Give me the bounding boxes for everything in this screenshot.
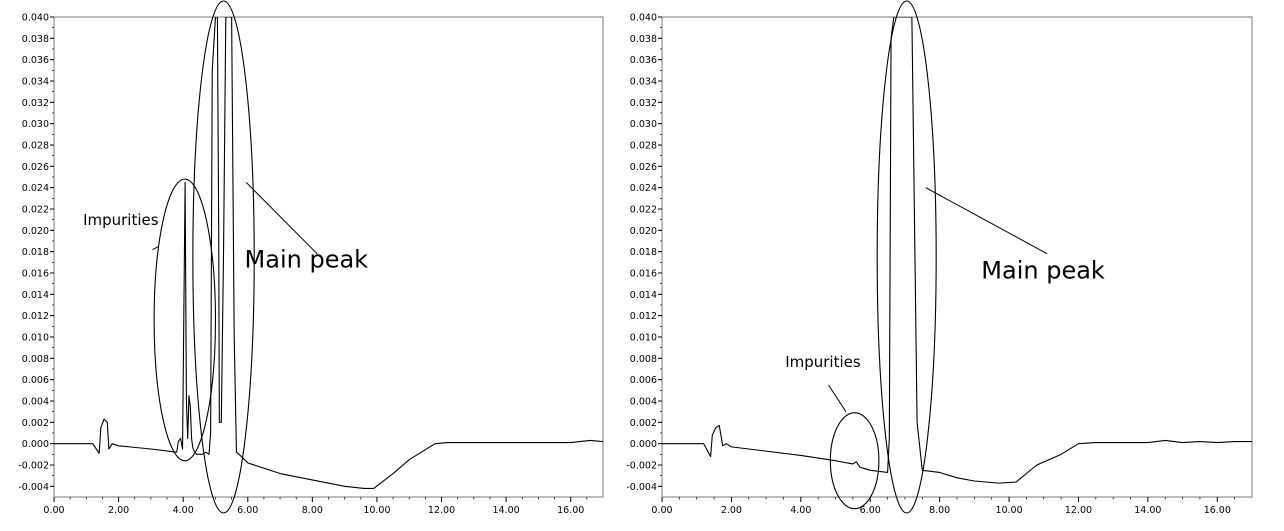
main-peak-label: Main peak bbox=[245, 246, 369, 274]
chart-panel-1: -0.004 -0.002 0.000 0.002 0.004 0.006 0.008 0.0… bbox=[18, 0, 604, 516]
plot-frame bbox=[661, 16, 1253, 498]
y-tick-label: 0.002 bbox=[22, 418, 49, 429]
x-tick-label: 16.00 bbox=[1204, 505, 1231, 516]
x-tick-label: 10.00 bbox=[363, 505, 390, 516]
main-peak-leader-line bbox=[925, 187, 1048, 255]
impurities-label: Impurities bbox=[83, 211, 159, 229]
y-tick-label: 0.010 bbox=[22, 333, 49, 344]
impurities-leader-line bbox=[828, 384, 847, 412]
y-tick-label: 0.018 bbox=[22, 247, 49, 258]
y-tick-label: 0.012 bbox=[630, 311, 657, 322]
main-peak-leader-line bbox=[245, 181, 318, 255]
y-tick-label: 0.024 bbox=[22, 183, 49, 194]
y-tick-label: 0.028 bbox=[22, 141, 49, 152]
y-tick-label: 0.028 bbox=[630, 141, 657, 152]
y-tick-label: 0.008 bbox=[630, 354, 657, 365]
y-tick-label: 0.020 bbox=[630, 226, 657, 237]
y-tick-label: 0.032 bbox=[22, 98, 49, 109]
y-tick-label: -0.002 bbox=[18, 461, 49, 472]
y-tick-label: 0.024 bbox=[630, 183, 657, 194]
y-tick-label: -0.004 bbox=[626, 482, 657, 493]
y-tick-label: 0.022 bbox=[630, 205, 657, 216]
y-tick-label: -0.004 bbox=[18, 482, 49, 493]
x-tick-label: 6.00 bbox=[860, 505, 881, 516]
y-tick-label: 0.008 bbox=[22, 354, 49, 365]
main-peak-label: Main peak bbox=[981, 256, 1105, 284]
y-tick-label: 0.038 bbox=[630, 34, 657, 45]
y-tick-label: 0.016 bbox=[22, 269, 49, 280]
x-tick-label: 0.00 bbox=[43, 505, 64, 516]
y-tick-label: 0.022 bbox=[22, 205, 49, 216]
y-tick-label: 0.000 bbox=[22, 439, 49, 450]
chromatogram-trace bbox=[54, 17, 603, 490]
y-tick-label: 0.006 bbox=[630, 375, 657, 386]
x-tick-label: 8.00 bbox=[929, 505, 950, 516]
x-tick-label: 6.00 bbox=[237, 505, 258, 516]
y-tick-label: 0.012 bbox=[22, 311, 49, 322]
y-tick-label: 0.004 bbox=[22, 397, 49, 408]
x-tick-label: 14.00 bbox=[493, 505, 520, 516]
y-tick-label: 0.016 bbox=[630, 269, 657, 280]
x-tick-label: 8.00 bbox=[302, 505, 323, 516]
x-tick-label: 4.00 bbox=[173, 505, 194, 516]
y-tick-label: 0.002 bbox=[630, 418, 657, 429]
y-tick-label: 0.018 bbox=[630, 247, 657, 258]
y-tick-label: 0.032 bbox=[630, 98, 657, 109]
y-tick-label: 0.000 bbox=[630, 439, 657, 450]
y-tick-label: 0.040 bbox=[630, 13, 657, 24]
y-tick-label: 0.006 bbox=[22, 375, 49, 386]
y-tick-label: 0.038 bbox=[22, 34, 49, 45]
x-tick-label: 2.00 bbox=[721, 505, 742, 516]
y-tick-label: 0.034 bbox=[22, 77, 49, 88]
x-tick-label: 12.00 bbox=[428, 505, 455, 516]
y-tick-label: 0.036 bbox=[630, 55, 657, 66]
impurities-ellipse bbox=[829, 412, 880, 510]
y-tick-label: 0.036 bbox=[22, 55, 49, 66]
chromatogram-trace bbox=[662, 17, 1252, 484]
x-tick-label: 2.00 bbox=[108, 505, 129, 516]
y-tick-label: 0.040 bbox=[22, 13, 49, 24]
main-peak-ellipse bbox=[876, 0, 937, 514]
y-tick-label: -0.002 bbox=[626, 461, 657, 472]
impurities-leader-line bbox=[152, 245, 160, 250]
y-tick-label: 0.010 bbox=[630, 333, 657, 344]
x-tick-label: 10.00 bbox=[995, 505, 1022, 516]
main-peak-ellipse bbox=[192, 0, 255, 514]
x-tick-label: 0.00 bbox=[651, 505, 672, 516]
x-tick-label: 16.00 bbox=[557, 505, 584, 516]
y-tick-label: 0.014 bbox=[630, 290, 657, 301]
x-tick-label: 4.00 bbox=[790, 505, 811, 516]
x-tick-label: 14.00 bbox=[1134, 505, 1161, 516]
impurities-ellipse bbox=[153, 178, 217, 462]
impurities-label: Impurities bbox=[785, 353, 861, 371]
x-tick-label: 12.00 bbox=[1065, 505, 1092, 516]
y-tick-label: 0.030 bbox=[22, 119, 49, 130]
y-tick-label: 0.026 bbox=[22, 162, 49, 173]
y-tick-label: 0.014 bbox=[22, 290, 49, 301]
y-tick-label: 0.026 bbox=[630, 162, 657, 173]
chart-panel-2: -0.004 -0.002 0.000 0.002 0.004 0.006 0.008 0.0… bbox=[626, 0, 1253, 516]
y-tick-label: 0.030 bbox=[630, 119, 657, 130]
y-tick-label: 0.004 bbox=[630, 397, 657, 408]
y-tick-label: 0.034 bbox=[630, 77, 657, 88]
y-tick-label: 0.020 bbox=[22, 226, 49, 237]
